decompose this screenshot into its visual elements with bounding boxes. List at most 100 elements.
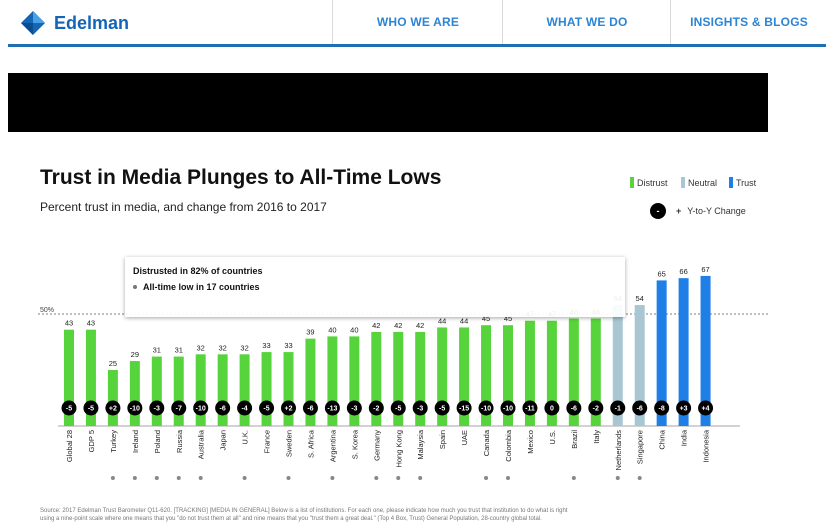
change-marker-australia [193,400,209,416]
category-label-russia: Russia [175,429,184,453]
change-marker-turkey [105,400,121,416]
all-time-low-dot-argentina [330,476,335,480]
change-marker-global-28 [61,400,77,416]
bar-colombia [503,325,513,426]
value-label-s-korea: 40 [350,325,358,334]
category-label-gdp-5: GDP 5 [87,430,96,452]
bar-mexico [524,320,535,426]
change-marker-u-k [237,400,253,416]
change-label-hong-kong: -5 [395,406,401,413]
legend-distrust: Distrust [630,177,668,188]
nav-what-we-do[interactable]: WHAT WE DO [502,0,671,44]
category-label-malaysia: Malaysia [416,429,425,459]
change-marker-france [259,400,275,416]
bar-canada [481,325,492,426]
all-time-low-dot-netherlands [615,476,620,480]
change-label-colombia: -10 [503,406,513,413]
all-time-low-dot-sweden [286,476,291,480]
all-time-low-dot-germany [374,476,379,480]
bar-japan [217,354,228,426]
value-label-global-28: 43 [65,319,73,328]
change-label-s-africa: -6 [307,406,313,413]
bar-brazil [568,318,579,426]
change-marker-mexico [522,400,538,416]
bar-ireland [129,361,140,426]
value-label-singapore: 54 [636,294,644,303]
all-time-low-dot-u-k [242,476,247,480]
all-time-low-dot-hong-kong [396,476,401,480]
change-label-netherlands: -1 [615,406,621,413]
header-rule [8,44,826,47]
change-marker-italy [588,400,604,416]
chart-subtitle: Percent trust in media, and change from … [40,200,327,214]
category-label-india: India [680,429,689,446]
black-banner [8,73,768,132]
change-label-malaysia: -3 [417,406,423,413]
nav-who-we-are[interactable]: WHO WE ARE [332,0,503,44]
bar-turkey [107,370,118,426]
change-label-poland: -3 [154,406,160,413]
bar-global-28 [64,329,74,426]
value-label-malaysia: 42 [416,321,424,330]
bar-u-k [239,354,250,426]
bar-singapore [634,305,645,426]
category-label-uae: UAE [460,430,469,445]
change-marker-colombia [500,400,516,416]
change-label-sweden: +2 [285,406,293,413]
value-label-ireland: 29 [131,350,139,359]
all-time-low-dot-russia [176,476,181,480]
change-marker-brazil [566,400,582,416]
all-time-low-dot-australia [198,476,203,480]
category-label-hong-kong: Hong Kong [394,430,403,468]
category-label-italy: Italy [592,430,601,444]
legend-yoy: - + Y-to-Y Change [650,203,746,219]
category-label-spain: Spain [438,430,447,449]
change-marker-canada [478,400,494,416]
category-label-ireland: Ireland [131,430,140,453]
edelman-logo[interactable]: Edelman [20,8,129,38]
category-label-singapore: Singapore [636,430,645,464]
change-marker-uae [456,400,472,416]
logo-text: Edelman [54,12,130,33]
all-time-low-dot-singapore [637,476,642,480]
bar-spain [437,327,448,426]
value-label-argentina: 40 [328,325,336,334]
category-label-australia: Australia [197,429,206,459]
change-marker-indonesia [698,400,714,416]
yoy-label: Y-to-Y Change [687,206,746,216]
value-label-india: 66 [679,267,687,276]
change-marker-russia [171,400,187,416]
change-label-s-korea: -3 [351,406,357,413]
category-label-indonesia: Indonesia [702,429,711,462]
category-label-china: China [658,429,667,449]
value-label-sweden: 33 [284,341,292,350]
value-label-spain: 44 [438,316,446,325]
category-label-colombia: Colombia [504,429,513,462]
nav-insights-blogs[interactable]: INSIGHTS & BLOGS [670,0,826,44]
change-marker-spain [434,400,450,416]
value-label-australia: 32 [197,343,205,352]
all-time-low-dot-turkey [110,476,115,480]
change-marker-india [676,400,692,416]
value-label-japan: 32 [218,343,226,352]
category-label-france: France [263,430,272,453]
bar-malaysia [415,331,426,426]
category-label-u-s: U.S. [548,430,557,445]
yoy-symbol-icon: - [650,203,666,219]
change-label-turkey: +2 [109,406,117,413]
change-label-singapore: -6 [637,406,643,413]
change-marker-china [654,400,670,416]
callout-all-time-low-text: All-time low in 17 countries [143,282,260,292]
change-label-canada: -10 [481,406,491,413]
edelman-logo-icon [21,11,45,35]
change-label-u-s: 0 [550,406,554,413]
all-time-low-dot-ireland [132,476,137,480]
value-label-uae: 44 [460,316,468,325]
change-marker-argentina [324,400,340,416]
change-label-brazil: -6 [571,406,577,413]
value-label-s-africa: 39 [306,328,314,337]
change-label-japan: -6 [220,406,226,413]
change-label-spain: -5 [439,406,445,413]
category-label-germany: Germany [372,430,381,461]
